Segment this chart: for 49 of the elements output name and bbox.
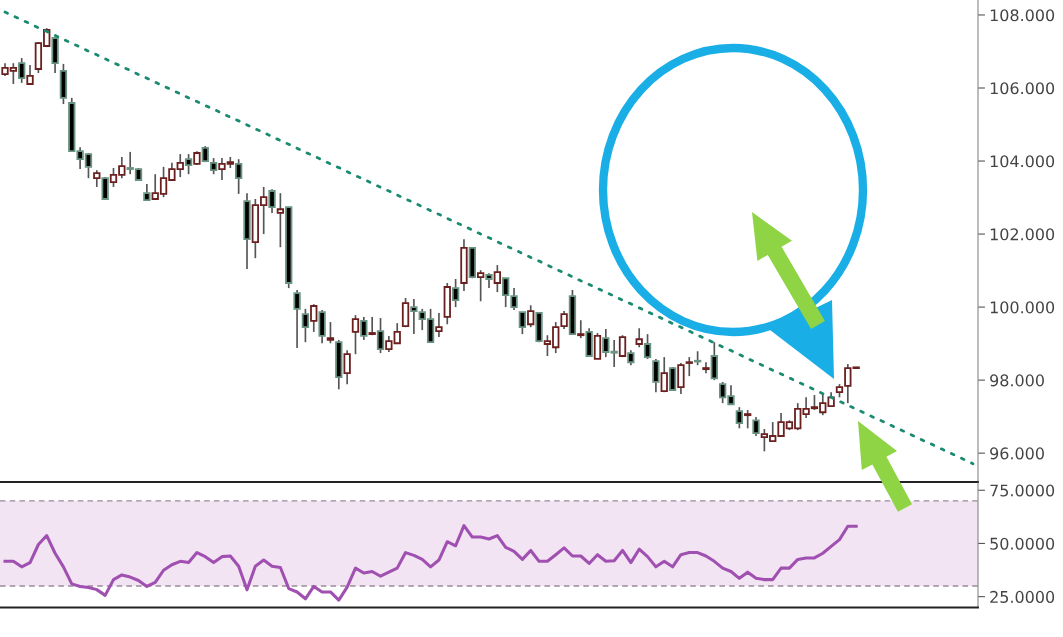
candlestick — [301, 308, 310, 343]
y-tick-label: 102.000 — [990, 228, 1055, 241]
candlestick — [343, 349, 351, 385]
line-series — [3, 10, 975, 466]
y-tick-label: 50.0000 — [990, 537, 1055, 550]
candlestick — [602, 328, 610, 358]
candlestick — [18, 57, 26, 84]
candlestick — [685, 356, 693, 377]
candlestick — [593, 332, 602, 360]
candlestick — [326, 321, 335, 345]
candlestick — [268, 188, 276, 214]
candlestick — [293, 289, 301, 349]
y-tick-label: 96.000 — [990, 447, 1044, 460]
candlestick — [577, 319, 585, 339]
candlestick — [710, 341, 718, 381]
candlestick — [351, 314, 360, 356]
candlestick — [493, 264, 502, 293]
y-tick-label: 106.000 — [990, 82, 1055, 95]
candlestick — [360, 316, 368, 341]
candlestick — [101, 176, 109, 200]
candlestick — [435, 312, 443, 338]
candlestick — [752, 416, 760, 437]
y-tick-label: 100.000 — [990, 301, 1055, 314]
candlestick — [184, 153, 193, 176]
candlestick — [376, 317, 385, 354]
candlestick — [660, 356, 668, 394]
candlestick — [610, 339, 618, 368]
y-tick-label: 98.000 — [990, 374, 1044, 387]
candlestick — [318, 309, 326, 345]
candlestick — [643, 333, 652, 360]
candlestick — [310, 303, 318, 333]
candlestick — [518, 311, 527, 335]
candlestick — [234, 158, 243, 195]
candlestick — [527, 304, 535, 329]
candlestick — [276, 192, 285, 249]
candlestick — [451, 278, 460, 308]
y-tick-label: 104.000 — [990, 155, 1055, 168]
candlestick — [735, 406, 744, 430]
candlestick — [652, 358, 660, 394]
y-tick-label: 108.000 — [990, 9, 1055, 22]
candlestick — [635, 327, 643, 349]
candlestick — [744, 409, 752, 430]
y-tick-label: 75.0000 — [990, 484, 1055, 497]
candlestick — [476, 269, 485, 303]
line-series — [3, 524, 858, 602]
candlestick — [401, 297, 410, 329]
candlestick — [26, 64, 34, 85]
candlestick — [677, 362, 685, 395]
y-tick-label: 25.0000 — [990, 590, 1055, 603]
